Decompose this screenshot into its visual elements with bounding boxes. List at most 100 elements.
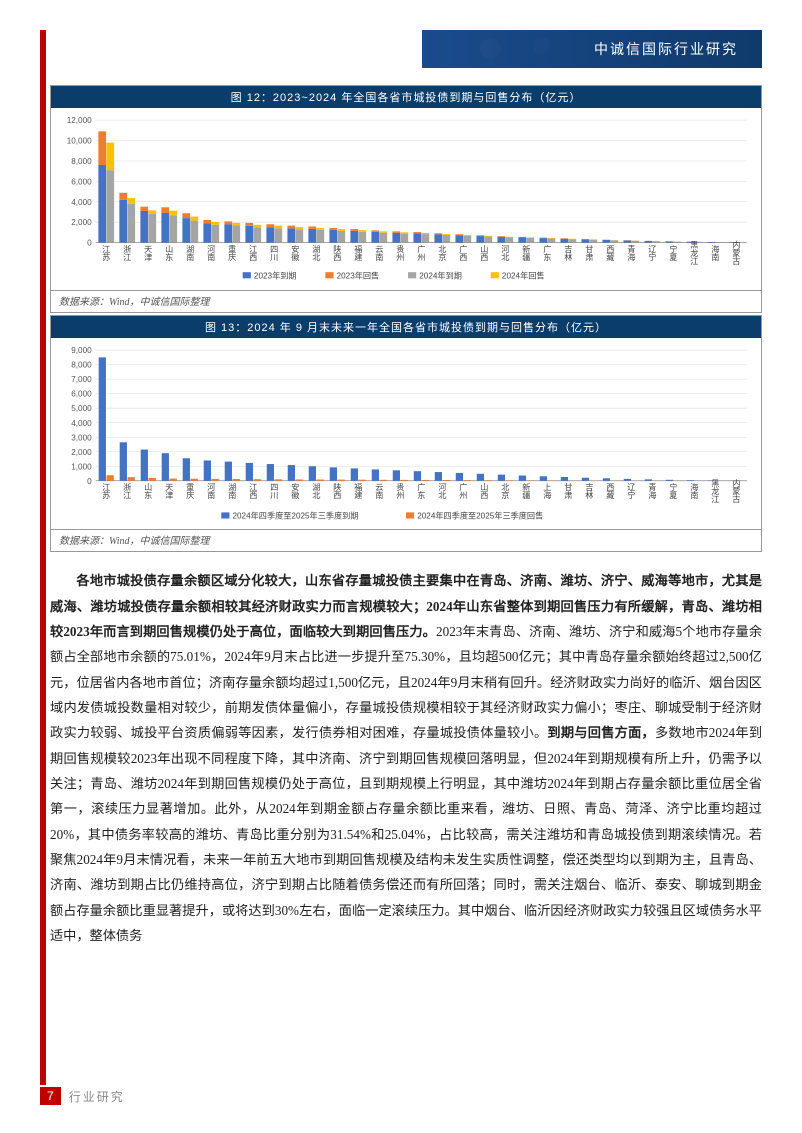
svg-text:吉林: 吉林 bbox=[585, 482, 594, 499]
svg-text:西藏: 西藏 bbox=[606, 482, 615, 499]
svg-text:海南: 海南 bbox=[711, 244, 720, 261]
page-footer: 7 行业研究 bbox=[40, 1087, 125, 1105]
svg-text:重庆: 重庆 bbox=[228, 244, 237, 262]
svg-text:福建: 福建 bbox=[354, 245, 363, 262]
svg-text:6,000: 6,000 bbox=[71, 389, 92, 398]
svg-text:4,000: 4,000 bbox=[71, 198, 92, 207]
svg-text:甘肃: 甘肃 bbox=[585, 244, 594, 262]
chart13-area: 01,0002,0003,0004,0005,0006,0007,0008,00… bbox=[51, 338, 761, 530]
svg-text:2024年到期: 2024年到期 bbox=[419, 270, 462, 280]
svg-text:1,000: 1,000 bbox=[71, 462, 92, 471]
svg-text:2,000: 2,000 bbox=[71, 447, 92, 456]
svg-text:宁夏: 宁夏 bbox=[669, 244, 678, 261]
chart12-block: 图 12：2023~2024 年全国各省市城投债到期与回售分布（亿元） 0 2,0… bbox=[50, 85, 762, 313]
svg-text:新疆: 新疆 bbox=[522, 481, 531, 499]
svg-text:2023年回售: 2023年回售 bbox=[337, 270, 380, 280]
svg-text:江苏: 江苏 bbox=[102, 482, 111, 499]
body-paragraph: 各地市城投债存量余额区域分化较大，山东省存量城投债主要集中在青岛、济南、潍坊、济… bbox=[50, 568, 762, 948]
svg-text:河北: 河北 bbox=[438, 481, 447, 499]
svg-text:8,000: 8,000 bbox=[71, 157, 92, 166]
svg-text:广东: 广东 bbox=[543, 244, 552, 261]
svg-text:2024年四季度至2025年三季度到期: 2024年四季度至2025年三季度到期 bbox=[233, 510, 359, 520]
svg-text:辽宁: 辽宁 bbox=[627, 482, 636, 498]
svg-text:6,000: 6,000 bbox=[71, 177, 92, 186]
svg-text:内蒙古: 内蒙古 bbox=[732, 240, 741, 266]
svg-text:青海: 青海 bbox=[648, 481, 657, 499]
svg-text:四川: 四川 bbox=[270, 482, 279, 498]
svg-text:新疆: 新疆 bbox=[522, 244, 531, 262]
svg-text:吉林: 吉林 bbox=[564, 245, 573, 262]
svg-text:浙江: 浙江 bbox=[123, 244, 132, 262]
svg-text:广东: 广东 bbox=[417, 481, 426, 498]
svg-text:云南: 云南 bbox=[375, 482, 384, 498]
svg-text:青海: 青海 bbox=[627, 244, 636, 262]
svg-text:安徽: 安徽 bbox=[291, 481, 300, 499]
svg-text:天津: 天津 bbox=[144, 245, 153, 262]
svg-text:广西: 广西 bbox=[459, 244, 468, 262]
page-root: 中诚信国际行业研究 图 12：2023~2024 年全国各省市城投债到期与回售分… bbox=[0, 0, 802, 1133]
svg-text:甘肃: 甘肃 bbox=[564, 481, 573, 499]
svg-text:湖北: 湖北 bbox=[312, 245, 321, 262]
svg-text:8,000: 8,000 bbox=[71, 360, 92, 369]
svg-text:北京: 北京 bbox=[501, 482, 510, 499]
svg-text:陕西: 陕西 bbox=[333, 481, 342, 499]
chart13-block: 图 13：2024 年 9 月末未来一年全国各省市城投债到期与回售分布（亿元） … bbox=[50, 315, 762, 553]
svg-text:广州: 广州 bbox=[417, 244, 426, 261]
svg-text:浙江: 浙江 bbox=[123, 481, 132, 499]
chart12-title: 图 12：2023~2024 年全国各省市城投债到期与回售分布（亿元） bbox=[51, 86, 761, 108]
chart12-svg: 02,0004,0006,0008,00010,00012,000江苏浙江天津山… bbox=[59, 114, 753, 288]
chart13-title: 图 13：2024 年 9 月末未来一年全国各省市城投债到期与回售分布（亿元） bbox=[51, 316, 761, 338]
chart13-source: 数据来源：Wind，中诚信国际整理 bbox=[51, 529, 761, 551]
svg-text:山东: 山东 bbox=[165, 244, 174, 261]
svg-text:西藏: 西藏 bbox=[606, 245, 615, 262]
svg-text:湖南: 湖南 bbox=[228, 482, 237, 498]
svg-text:9,000: 9,000 bbox=[71, 346, 92, 355]
svg-text:黑龙江: 黑龙江 bbox=[711, 478, 720, 504]
header-title: 中诚信国际行业研究 bbox=[594, 39, 738, 59]
para-s4: 多数地市2024年到期回售规模较2023年出现不同程度下降，其中济南、济宁到期回… bbox=[50, 725, 762, 943]
svg-text:河南: 河南 bbox=[207, 244, 216, 261]
svg-text:山西: 山西 bbox=[480, 244, 489, 262]
svg-text:山东: 山东 bbox=[144, 481, 153, 498]
content-area: 图 12：2023~2024 年全国各省市城投债到期与回售分布（亿元） 0 2,0… bbox=[50, 85, 762, 948]
svg-text:陕西: 陕西 bbox=[333, 244, 342, 262]
svg-text:3,000: 3,000 bbox=[71, 433, 92, 442]
svg-text:2024年四季度至2025年三季度回售: 2024年四季度至2025年三季度回售 bbox=[417, 510, 543, 520]
svg-text:天津: 天津 bbox=[165, 482, 174, 499]
svg-text:2,000: 2,000 bbox=[71, 218, 92, 227]
svg-text:10,000: 10,000 bbox=[67, 137, 92, 146]
svg-text:广州: 广州 bbox=[459, 481, 468, 498]
svg-text:山西: 山西 bbox=[480, 481, 489, 499]
header-banner: 中诚信国际行业研究 bbox=[422, 30, 762, 68]
footer-label: 行业研究 bbox=[69, 1088, 125, 1105]
svg-text:2024年回售: 2024年回售 bbox=[502, 270, 545, 280]
svg-text:河南: 河南 bbox=[207, 481, 216, 498]
svg-text:内蒙古: 内蒙古 bbox=[732, 477, 741, 503]
svg-text:云南: 云南 bbox=[375, 245, 384, 261]
svg-text:4,000: 4,000 bbox=[71, 418, 92, 427]
svg-text:辽宁: 辽宁 bbox=[648, 245, 657, 261]
svg-text:12,000: 12,000 bbox=[67, 116, 92, 125]
svg-text:湖北: 湖北 bbox=[312, 482, 321, 499]
left-accent-border bbox=[40, 30, 46, 1085]
page-number: 7 bbox=[40, 1087, 61, 1105]
svg-text:江西: 江西 bbox=[249, 245, 258, 262]
svg-text:北京: 北京 bbox=[438, 245, 447, 262]
svg-text:上海: 上海 bbox=[543, 482, 552, 499]
svg-text:贵州: 贵州 bbox=[396, 244, 405, 261]
para-s2: 2023年末青岛、济南、潍坊、济宁和威海5个地市存量余额占全部地市余额的75.0… bbox=[50, 624, 762, 740]
svg-text:江苏: 江苏 bbox=[102, 245, 111, 262]
chart12-source: 数据来源：Wind，中诚信国际整理 bbox=[51, 290, 761, 312]
para-bold-2: 到期与回售方面， bbox=[547, 725, 655, 740]
svg-text:0: 0 bbox=[87, 239, 92, 248]
svg-text:河北: 河北 bbox=[501, 244, 510, 262]
svg-text:5,000: 5,000 bbox=[71, 404, 92, 413]
chart13-svg: 01,0002,0003,0004,0005,0006,0007,0008,00… bbox=[59, 344, 753, 528]
svg-text:江西: 江西 bbox=[249, 482, 258, 499]
svg-text:海南: 海南 bbox=[690, 481, 699, 498]
svg-text:福建: 福建 bbox=[354, 482, 363, 499]
svg-text:贵州: 贵州 bbox=[396, 481, 405, 498]
svg-text:四川: 四川 bbox=[270, 245, 279, 261]
svg-text:0: 0 bbox=[87, 476, 92, 485]
svg-text:安徽: 安徽 bbox=[291, 244, 300, 262]
